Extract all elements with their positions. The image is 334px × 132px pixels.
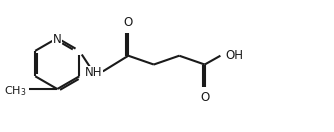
Text: N: N (53, 33, 62, 46)
Text: O: O (124, 16, 133, 29)
Text: NH: NH (85, 66, 103, 79)
Text: O: O (200, 91, 209, 104)
Text: OH: OH (225, 49, 243, 62)
Text: CH$_3$: CH$_3$ (4, 84, 27, 98)
